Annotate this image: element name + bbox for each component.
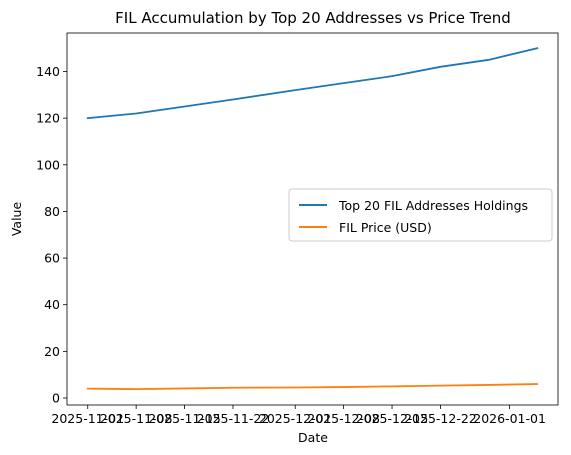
y-tick-label: 140 (36, 64, 60, 79)
y-axis-label: Value (9, 202, 24, 237)
y-tick-label: 120 (36, 111, 60, 126)
x-tick-label: 2025-11-22 (197, 411, 270, 426)
x-tick-label: 2025-11-15 (148, 411, 221, 426)
x-tick-label: 2025-12-08 (307, 411, 380, 426)
series-layer (86, 47, 539, 391)
x-tick-label: 2025-12-01 (259, 411, 332, 426)
legend-label-price: FIL Price (USD) (339, 220, 432, 235)
x-axis-label: Date (298, 430, 328, 445)
x-tick-label: 2026-01-01 (473, 411, 546, 426)
x-axis: 2025-11-012025-11-082025-11-152025-11-22… (51, 405, 546, 426)
series-line-holdings (86, 47, 539, 120)
y-tick-label: 0 (52, 391, 60, 406)
y-axis: 0 20 40 60 80 100 120 140 (36, 64, 67, 406)
legend: Top 20 FIL Addresses Holdings FIL Price … (288, 188, 553, 242)
y-tick-label: 20 (44, 344, 60, 359)
legend-box (288, 188, 553, 242)
y-tick-label: 80 (44, 204, 60, 219)
y-tick-label: 100 (36, 157, 60, 172)
x-tick-label: 2025-12-15 (356, 411, 429, 426)
plot-frame (66, 32, 559, 406)
series-line-price (86, 383, 539, 391)
y-tick-label: 60 (44, 251, 60, 266)
legend-label-holdings: Top 20 FIL Addresses Holdings (338, 198, 528, 213)
x-tick-label: 2025-12-22 (404, 411, 477, 426)
x-tick-label: 2025-11-01 (51, 411, 124, 426)
x-tick-label: 2025-11-08 (100, 411, 173, 426)
y-tick-label: 40 (44, 297, 60, 312)
chart-title: FIL Accumulation by Top 20 Addresses vs … (115, 9, 511, 27)
